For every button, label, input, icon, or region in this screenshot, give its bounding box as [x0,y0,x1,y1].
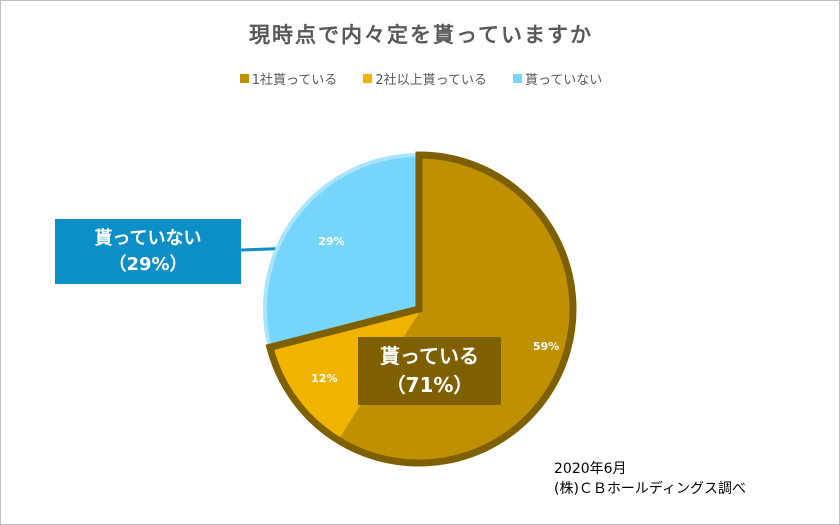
callout-value: （29%） [108,253,188,275]
legend-label: 2社以上貰っている [375,73,487,88]
legend-swatch [363,74,373,83]
data-label: 12% [311,372,337,385]
callout-label: 貰っていない [94,227,202,249]
callout-value: （71%） [385,373,474,397]
legend-item-1: 1社貰っている [239,69,338,88]
pie-slice-3 [263,152,421,350]
legend-label: 1社貰っている [251,73,338,88]
data-label: 59% [533,340,559,353]
pie-group-outline [265,151,577,467]
data-label: 29% [318,235,344,248]
chart-title: 現時点で内々定を貰っていますか [249,23,593,47]
legend-swatch [239,74,249,83]
callout-received: 貰っている （71%） [358,337,501,405]
callout-label: 貰っている [380,344,479,368]
legend-label: 貰っていない [524,73,603,88]
callout-not-received: 貰っていない （29%） [55,219,241,284]
legend-item-2: 2社以上貰っている [363,69,487,88]
legend-swatch [512,74,522,83]
source-org: (株)ＣＢホールディングス調べ [554,481,746,497]
legend-item-3: 貰っていない [512,69,603,88]
legend: 1社貰っている 2社以上貰っている 貰っていない [1,69,839,88]
source-date: 2020年6月 [554,461,627,477]
source-note: 2020年6月 (株)ＣＢホールディングス調べ [554,459,746,499]
